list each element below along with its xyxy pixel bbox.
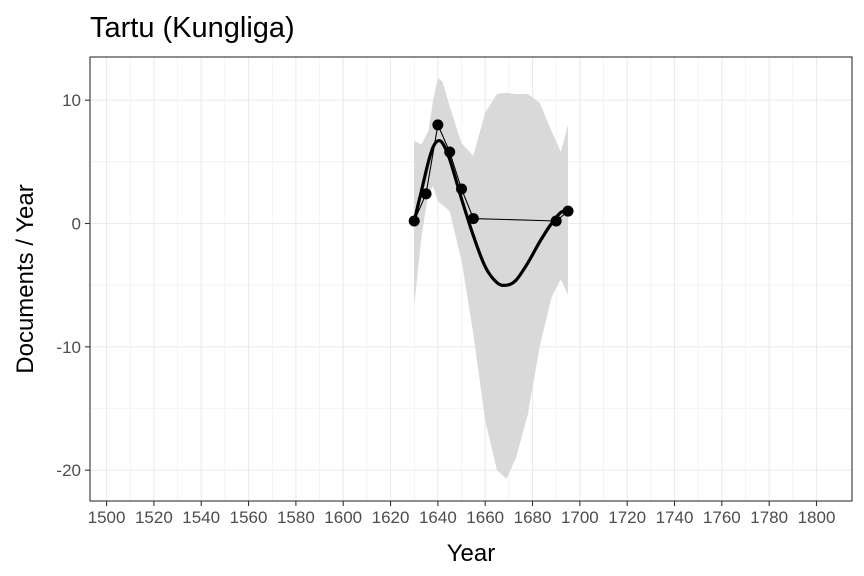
chart-title: Tartu (Kungliga)	[90, 12, 295, 44]
data-point	[456, 183, 468, 195]
data-points	[408, 119, 574, 227]
y-axis: -20 -10 0 10	[56, 91, 90, 480]
x-tick-label: 1580	[277, 508, 315, 527]
x-tick-label: 1680	[514, 508, 552, 527]
y-tick-label: 10	[62, 91, 81, 110]
x-tick-label: 1600	[324, 508, 362, 527]
x-axis-title: Year	[447, 540, 496, 567]
x-axis: 1500 1520 1540 1560 1580 1600 1620 1640 1660 1680…	[88, 501, 836, 527]
x-tick-label: 1720	[608, 508, 646, 527]
x-tick-label: 1660	[466, 508, 504, 527]
x-tick-label: 1500	[88, 508, 126, 527]
y-axis-title: Documents / Year	[12, 184, 39, 373]
x-tick-label: 1700	[561, 508, 599, 527]
data-point	[420, 188, 432, 200]
data-point	[467, 213, 479, 225]
data-point	[444, 146, 456, 158]
x-tick-label: 1620	[372, 508, 410, 527]
x-tick-label: 1540	[182, 508, 220, 527]
x-tick-label: 1760	[703, 508, 741, 527]
data-point	[408, 215, 420, 227]
data-point	[432, 119, 444, 131]
x-tick-label: 1640	[419, 508, 457, 527]
x-tick-label: 1740	[656, 508, 694, 527]
y-tick-label: -20	[56, 461, 81, 480]
y-tick-label: -10	[56, 338, 81, 357]
panel-border	[89, 56, 853, 502]
data-point	[550, 215, 562, 227]
x-tick-label: 1560	[230, 508, 268, 527]
y-tick-label: 0	[72, 215, 81, 234]
observed-line	[413, 122, 569, 222]
x-tick-label: 1520	[135, 508, 173, 527]
data-point	[562, 205, 574, 217]
x-tick-label: 1800	[798, 508, 836, 527]
smooth-line	[412, 138, 569, 288]
x-tick-label: 1780	[750, 508, 788, 527]
